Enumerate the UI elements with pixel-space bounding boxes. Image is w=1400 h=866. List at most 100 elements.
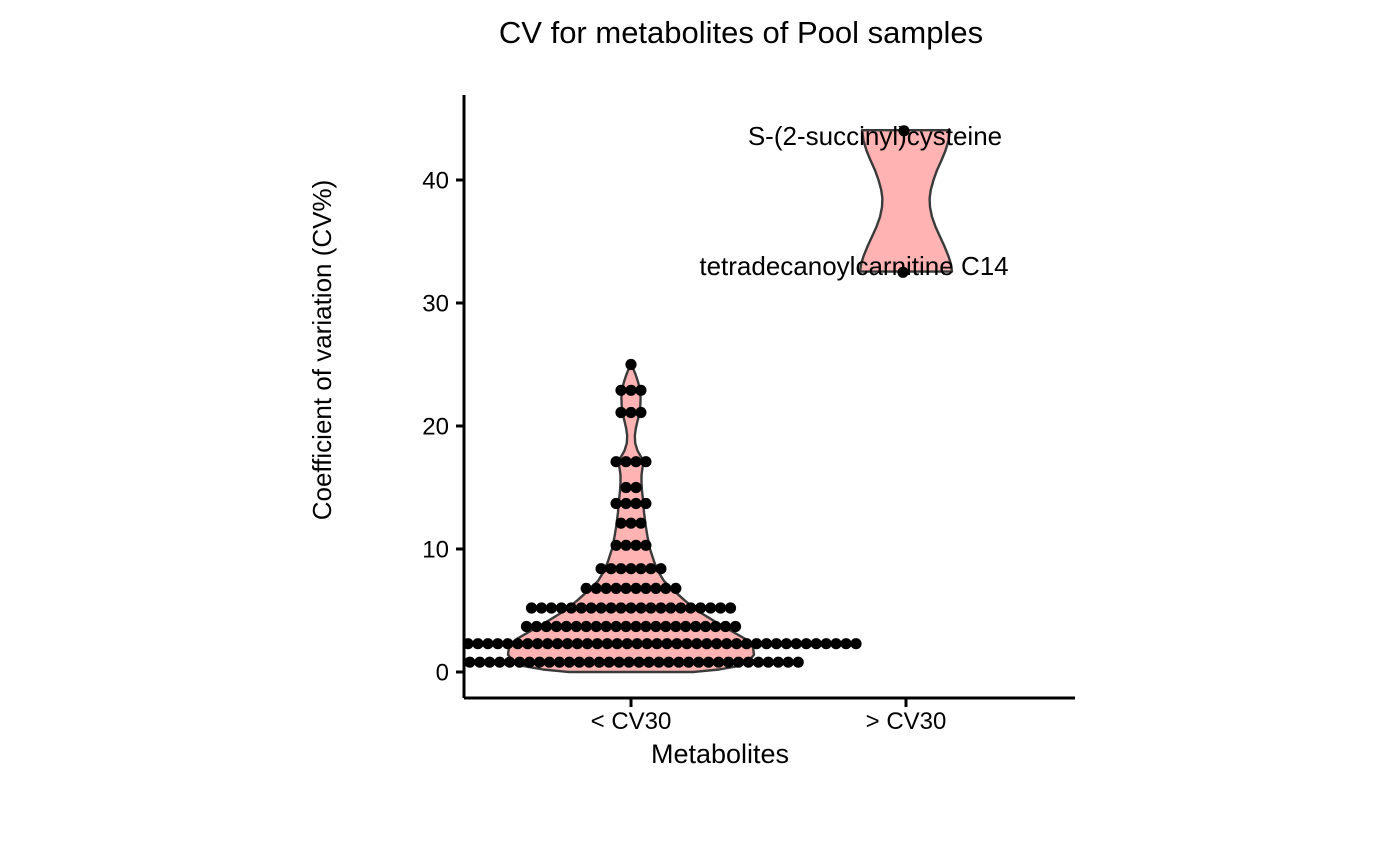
data-dot <box>571 638 584 650</box>
data-dot <box>695 602 707 614</box>
data-dot <box>683 656 695 668</box>
data-dot <box>750 638 763 650</box>
data-dot <box>651 638 663 650</box>
data-dot <box>620 539 632 551</box>
data-dot <box>514 656 526 668</box>
data-dot <box>640 497 652 510</box>
data-dot <box>615 563 627 575</box>
dot-stacks <box>462 125 910 668</box>
data-dot <box>620 481 632 494</box>
violin-shapes <box>506 129 954 674</box>
data-dot <box>555 602 568 614</box>
data-dot <box>484 656 496 668</box>
data-dot <box>542 638 554 650</box>
data-dot <box>724 602 737 614</box>
data-dot <box>494 656 506 668</box>
data-dot <box>600 620 612 633</box>
data-dot <box>504 656 516 668</box>
data-dot <box>601 638 613 650</box>
data-dot <box>800 638 812 650</box>
x-axis: < CV30 > CV30 <box>464 696 1075 735</box>
data-dot <box>711 638 723 650</box>
data-dot <box>583 656 595 668</box>
y-axis: 40 30 20 10 0 <box>422 95 466 698</box>
data-dot <box>655 602 667 614</box>
data-dot <box>590 582 602 595</box>
data-dot <box>670 620 682 633</box>
data-dot <box>705 602 717 614</box>
data-dot <box>700 620 712 633</box>
data-dot <box>540 620 553 633</box>
data-dot <box>645 563 657 575</box>
data-dot <box>635 517 647 529</box>
outlier-dot <box>898 125 910 137</box>
data-dot <box>593 656 605 668</box>
y-axis-label: Coefficient of variation (CV%) <box>307 180 337 521</box>
data-dot <box>570 620 582 633</box>
data-dot <box>633 656 645 668</box>
y-tick-label-0: 0 <box>436 660 449 687</box>
data-dot <box>610 620 622 633</box>
data-dot <box>600 582 612 595</box>
data-dot <box>551 638 564 650</box>
data-dot <box>620 497 632 510</box>
data-dot <box>580 582 592 595</box>
data-dot <box>623 656 635 668</box>
data-dot <box>792 656 804 668</box>
chart-title: CV for metabolites of Pool samples <box>499 15 983 50</box>
data-dot <box>772 656 784 668</box>
data-dot <box>530 620 543 633</box>
data-dot <box>532 638 544 650</box>
data-dot <box>545 602 558 614</box>
data-dot <box>595 602 607 614</box>
data-dot <box>523 656 536 668</box>
data-dot <box>675 602 687 614</box>
data-dot <box>691 638 703 650</box>
data-dot <box>611 638 623 650</box>
data-dot <box>625 384 637 396</box>
data-dot <box>820 638 832 650</box>
data-dot <box>472 638 484 650</box>
data-dot <box>482 638 494 650</box>
data-dot <box>620 620 632 633</box>
data-dot <box>610 497 622 510</box>
data-dot <box>525 602 538 614</box>
data-dot <box>710 620 722 633</box>
data-dot <box>719 620 732 633</box>
data-dot <box>550 620 563 633</box>
data-dot <box>640 582 652 595</box>
data-dot <box>560 620 572 633</box>
x-tick-label-over-cv30: > CV30 <box>866 708 947 735</box>
data-dot <box>641 638 653 650</box>
data-dot <box>714 602 727 614</box>
data-dot <box>635 602 647 614</box>
data-dot <box>613 656 625 668</box>
outlier-dot <box>897 266 909 278</box>
data-dot <box>660 582 672 595</box>
data-dot <box>625 517 637 529</box>
data-dot <box>630 539 642 551</box>
data-dot <box>625 563 637 575</box>
data-dot <box>615 602 627 614</box>
data-dot <box>610 582 622 595</box>
data-dot <box>635 406 647 419</box>
data-dot <box>790 638 802 650</box>
data-dot <box>640 456 652 468</box>
data-dot <box>464 656 476 668</box>
data-dot <box>741 638 753 650</box>
data-dot <box>533 656 546 668</box>
data-dot <box>701 638 713 650</box>
data-dot <box>850 638 862 650</box>
y-tick-label-20: 20 <box>422 414 449 441</box>
data-dot <box>690 620 702 633</box>
data-dot <box>630 456 642 468</box>
data-dot <box>595 563 607 575</box>
annotation-tetradecanoylcarnitine-c14: tetradecanoylcarnitine C14 <box>699 251 1008 281</box>
data-dot <box>721 638 733 650</box>
data-dot <box>512 638 524 650</box>
data-dot <box>681 638 693 650</box>
data-dot <box>780 638 793 650</box>
data-dot <box>625 358 637 371</box>
